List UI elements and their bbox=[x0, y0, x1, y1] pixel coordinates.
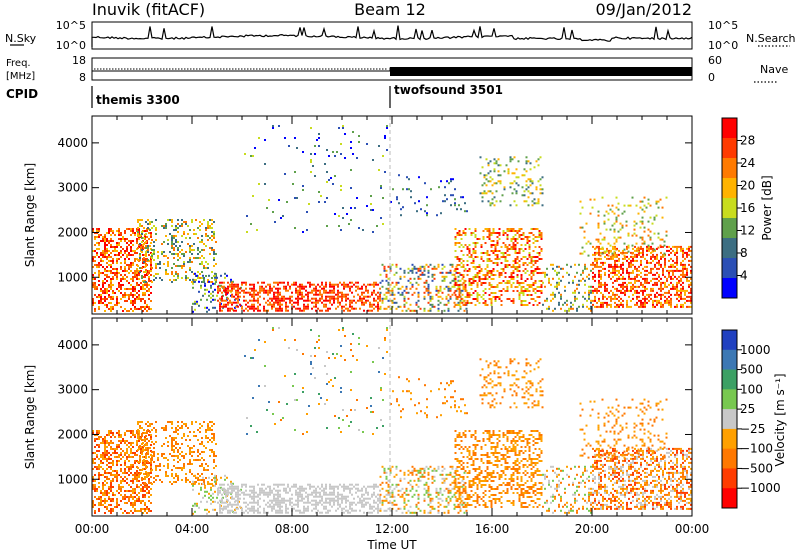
nave-label: Nave bbox=[760, 63, 788, 76]
colorbar-tick-label: 16 bbox=[740, 201, 755, 215]
y-tick-label: 3000 bbox=[57, 181, 88, 195]
colorbar-swatch bbox=[722, 198, 737, 219]
freq-unit: [MHz] bbox=[6, 71, 35, 82]
power-colorbar-ticks: 28 24 20 16 12 8 4 bbox=[737, 134, 755, 283]
nsearch-tick-low: 10^0 bbox=[708, 39, 738, 52]
x-tick-label: 20:00 bbox=[575, 522, 610, 536]
power-pixels bbox=[92, 125, 692, 313]
nsky-tick-high: 10^5 bbox=[56, 19, 86, 32]
beam-title: Beam 12 bbox=[354, 0, 426, 19]
colorbar-swatch bbox=[722, 369, 737, 390]
date-title: 09/Jan/2012 bbox=[595, 0, 692, 19]
colorbar-tick-label: −1000 bbox=[740, 481, 781, 495]
x-tick-labels: 00:00 04:00 08:00 12:00 16:00 20:00 00:00 bbox=[75, 522, 710, 536]
cpid-label: CPID bbox=[6, 87, 38, 101]
cpid-panel: CPID themis 3300 twofsound 3501 bbox=[6, 83, 503, 108]
velocity-ylabel: Slant Range [km] bbox=[23, 365, 37, 469]
velocity-colorbar: 1000 500 100 25 −25 −100 −500 −1000 Velocity [m… bbox=[721, 329, 787, 509]
colorbar-tick-label: 28 bbox=[740, 134, 755, 148]
x-tick-label: 04:00 bbox=[175, 522, 210, 536]
cpid-segment-themis: themis 3300 bbox=[96, 93, 180, 107]
colorbar-tick-label: 12 bbox=[740, 224, 755, 238]
y-tick-label: 3000 bbox=[57, 383, 88, 397]
colorbar-swatch bbox=[722, 158, 737, 179]
power-panel: 4000 3000 2000 1000 Slant Range [km] bbox=[23, 115, 693, 315]
cpid-segment-twofsound: twofsound 3501 bbox=[394, 83, 503, 97]
colorbar-tick-label: −100 bbox=[740, 442, 773, 456]
colorbar-tick-label: 500 bbox=[740, 363, 763, 377]
colorbar-swatch bbox=[722, 138, 737, 159]
x-tick-label: 00:00 bbox=[75, 522, 110, 536]
colorbar-swatch bbox=[722, 218, 737, 239]
x-tick-label: 16:00 bbox=[475, 522, 510, 536]
freq-panel: 18 8 60 0 Freq. [MHz] Nave bbox=[6, 54, 788, 84]
colorbar-tick-label: −25 bbox=[740, 422, 765, 436]
power-colorbar-swatches bbox=[722, 118, 737, 299]
colorbar-swatch bbox=[722, 178, 737, 199]
nave-tick-high: 60 bbox=[708, 54, 722, 67]
x-axis-title: Time UT bbox=[366, 538, 417, 552]
nsearch-label: N.Search bbox=[746, 32, 796, 45]
colorbar-swatch bbox=[722, 389, 737, 410]
colorbar-tick-label: 20 bbox=[740, 179, 755, 193]
colorbar-swatch bbox=[722, 428, 737, 450]
nsky-label: N.Sky bbox=[5, 32, 37, 45]
y-tick-label: 1000 bbox=[57, 270, 88, 284]
colorbar-swatch bbox=[722, 258, 737, 279]
velocity-colorbar-swatches bbox=[722, 330, 737, 509]
nsearch-tick-high: 10^5 bbox=[708, 19, 738, 32]
colorbar-tick-label: 25 bbox=[740, 402, 755, 416]
freq-tick-low: 8 bbox=[79, 71, 86, 84]
colorbar-swatch bbox=[722, 118, 737, 139]
power-y-ticks: 4000 3000 2000 1000 bbox=[57, 136, 692, 284]
velocity-x-ticks bbox=[91, 318, 693, 516]
colorbar-swatch bbox=[722, 409, 737, 430]
x-tick-label: 08:00 bbox=[275, 522, 310, 536]
colorbar-swatch bbox=[722, 468, 737, 489]
y-tick-label: 4000 bbox=[57, 338, 88, 352]
power-ylabel: Slant Range [km] bbox=[23, 163, 37, 267]
y-tick-label: 2000 bbox=[57, 225, 88, 239]
freq-tick-high: 18 bbox=[72, 54, 86, 67]
velocity-y-ticks: 4000 3000 2000 1000 bbox=[57, 338, 692, 486]
nsky-trace bbox=[91, 25, 693, 47]
nsky-panel: 10^5 10^0 10^5 10^0 N.Sky N.Search bbox=[5, 19, 796, 52]
velocity-pixels bbox=[92, 327, 692, 515]
colorbar-swatch bbox=[722, 238, 737, 259]
power-colorbar: 28 24 20 16 12 8 4 Power [dB] bbox=[721, 117, 774, 299]
x-tick-label: 12:00 bbox=[375, 522, 410, 536]
nave-tick-low: 0 bbox=[708, 71, 715, 84]
power-x-ticks bbox=[91, 116, 693, 314]
colorbar-tick-label: 1000 bbox=[740, 343, 771, 357]
velocity-colorbar-label: Velocity [m s⁻¹] bbox=[773, 373, 787, 466]
velocity-panel: 4000 3000 2000 1000 Slant Range [km] bbox=[23, 317, 693, 517]
colorbar-tick-label: 100 bbox=[740, 382, 763, 396]
colorbar-swatch bbox=[722, 349, 737, 371]
colorbar-tick-label: −500 bbox=[740, 461, 773, 475]
colorbar-tick-label: 24 bbox=[740, 156, 755, 170]
colorbar-tick-label: 4 bbox=[740, 269, 748, 283]
freq-label: Freq. bbox=[6, 58, 31, 69]
station-title: Inuvik (fitACF) bbox=[92, 0, 205, 19]
y-tick-label: 4000 bbox=[57, 136, 88, 150]
colorbar-swatch bbox=[722, 278, 737, 299]
colorbar-swatch bbox=[722, 448, 737, 469]
colorbar-swatch bbox=[722, 488, 737, 509]
y-tick-label: 2000 bbox=[57, 427, 88, 441]
colorbar-tick-label: 8 bbox=[740, 246, 748, 260]
x-tick-label: 00:00 bbox=[675, 522, 710, 536]
velocity-colorbar-ticks: 1000 500 100 25 −25 −100 −500 −1000 bbox=[737, 343, 781, 495]
colorbar-swatch bbox=[722, 330, 737, 351]
nsky-tick-low: 10^0 bbox=[56, 39, 86, 52]
y-tick-label: 1000 bbox=[57, 472, 88, 486]
power-colorbar-label: Power [dB] bbox=[760, 175, 774, 240]
